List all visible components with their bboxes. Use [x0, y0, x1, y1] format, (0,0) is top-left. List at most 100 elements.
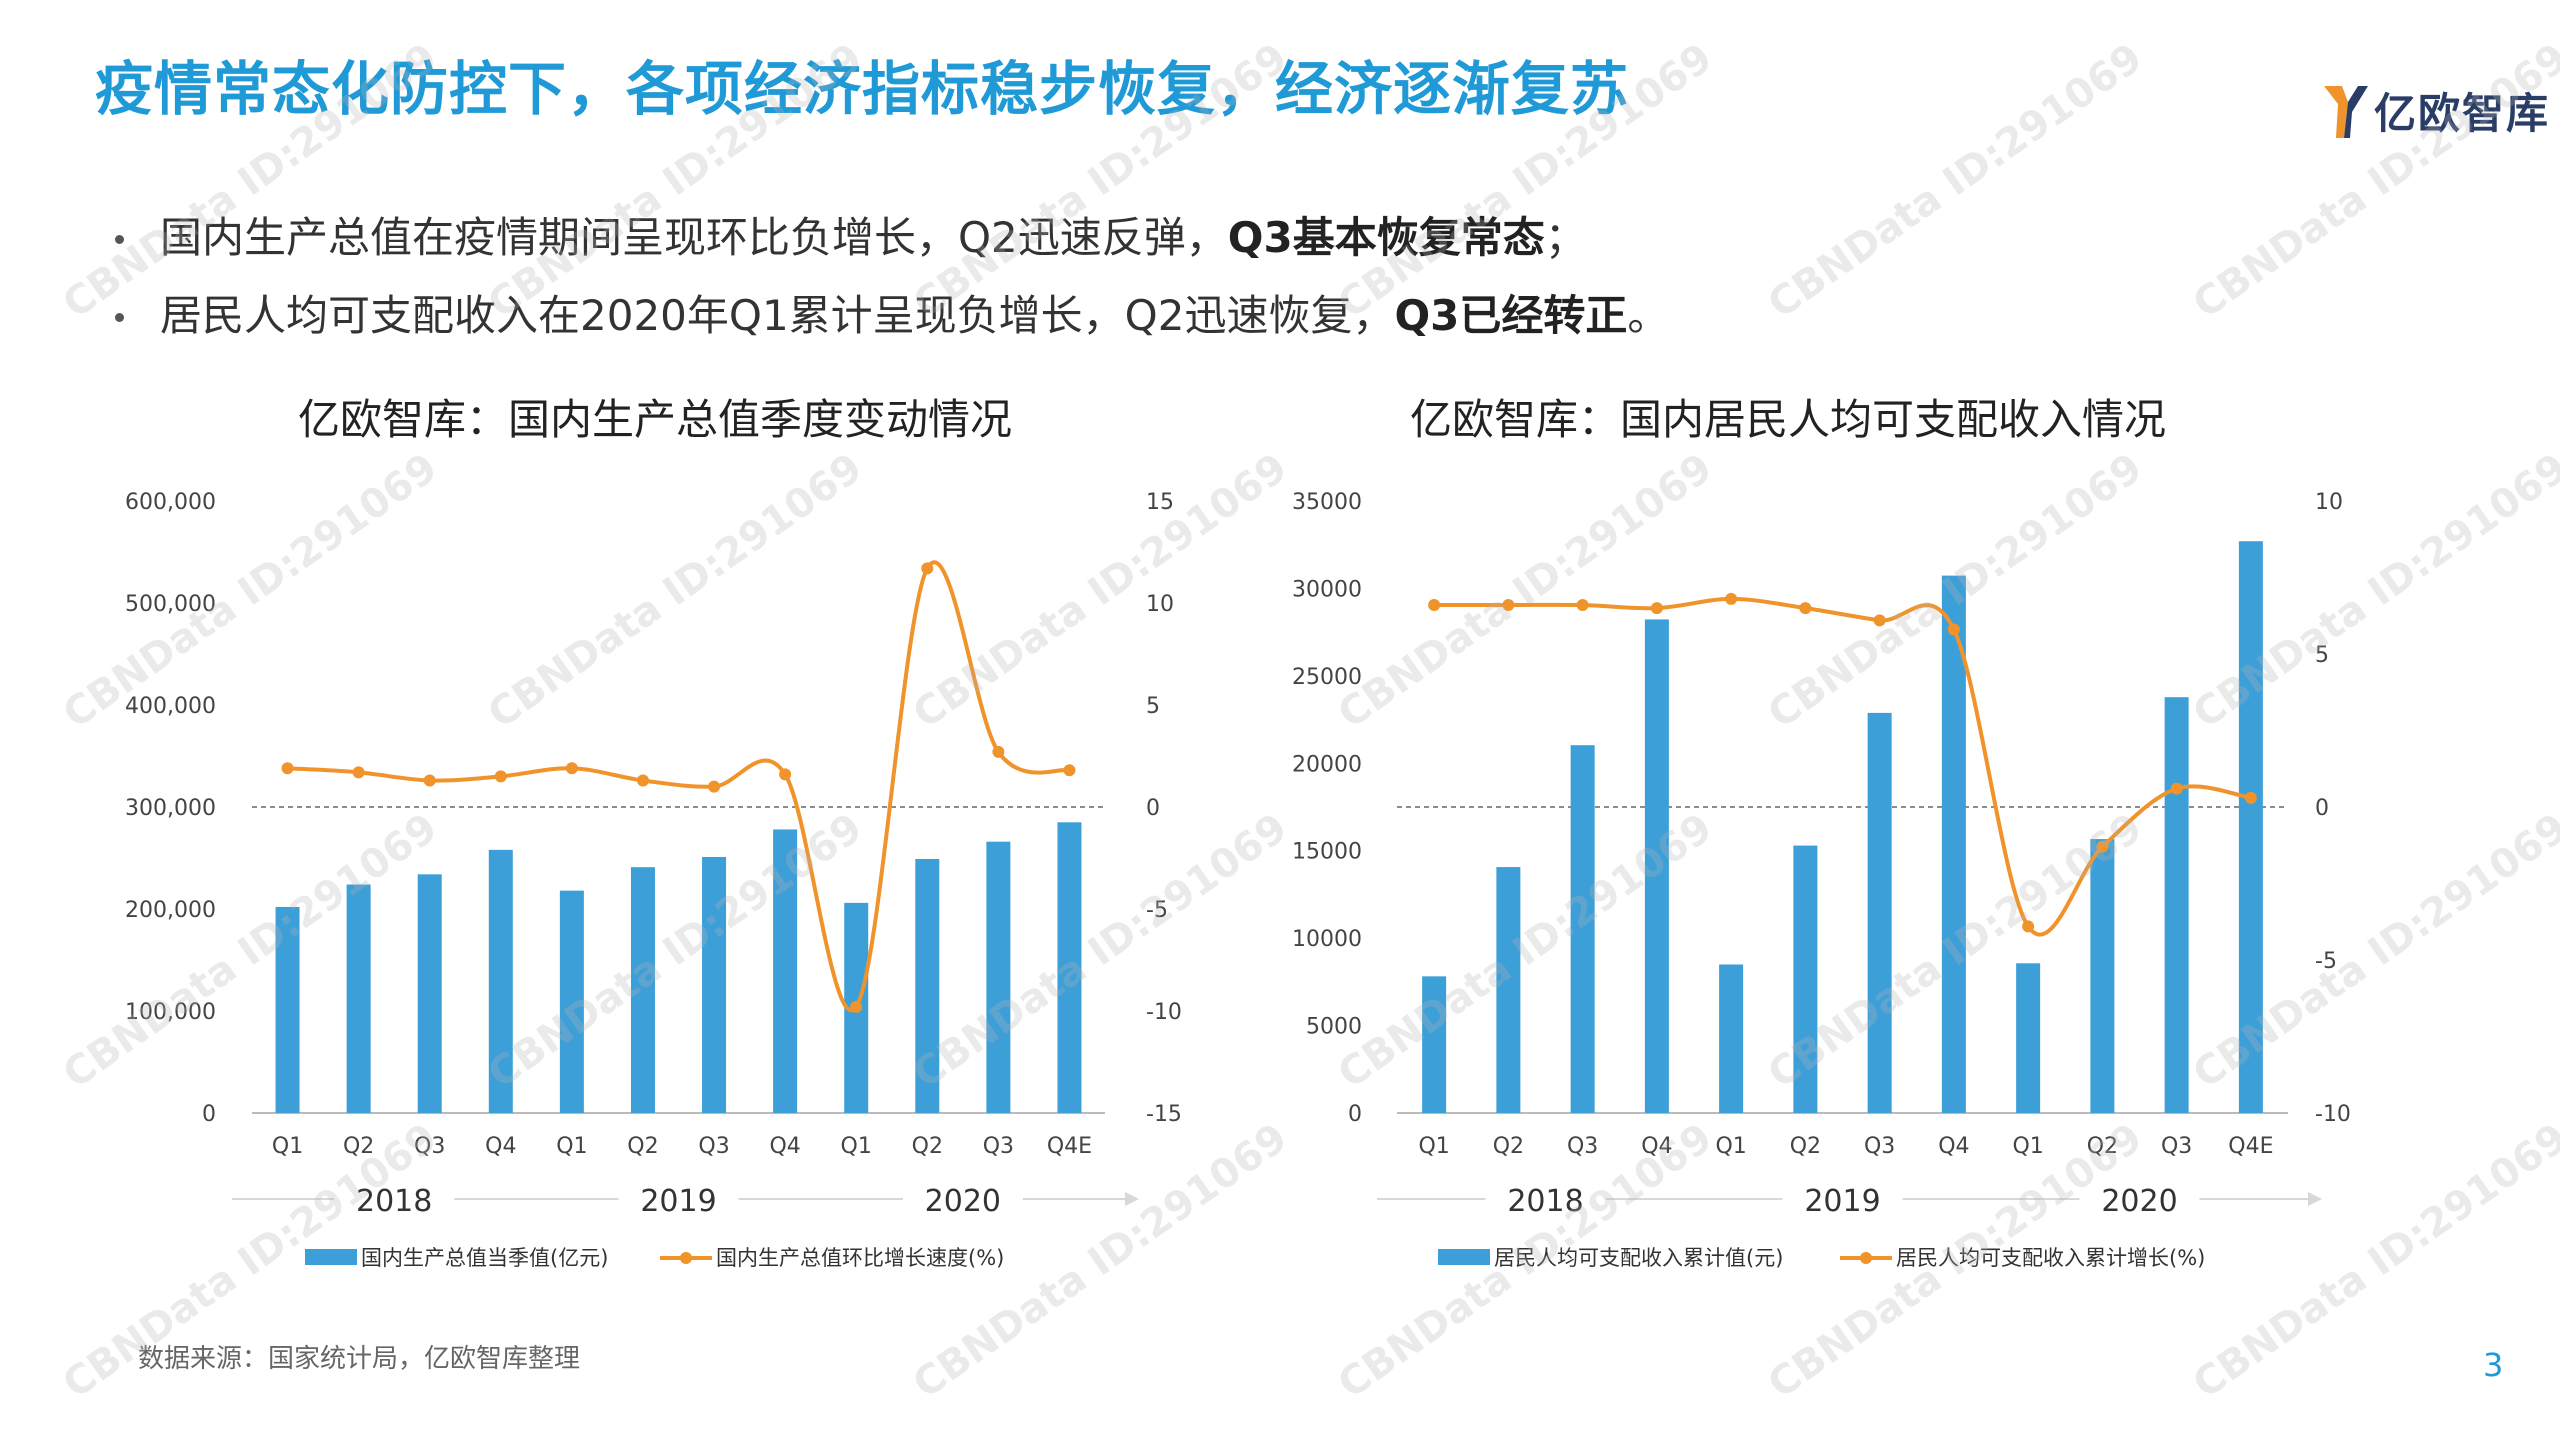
- bar: [630, 867, 655, 1113]
- line-point: [1428, 599, 1441, 612]
- watermark-text: CBNData ID:291069: [1760, 34, 2151, 328]
- x-tick-label: Q4: [1641, 1134, 1672, 1159]
- year-label: 2019: [1804, 1184, 1880, 1219]
- bullet-list: 国内生产总值在疫情期间呈现环比负增长，Q2迅速反弹，Q3基本恢复常态； 居民人均…: [110, 205, 1669, 361]
- year-axis-arrow: [2308, 1192, 2322, 1206]
- line-point: [281, 762, 294, 775]
- x-tick-label: Q4E: [2228, 1134, 2273, 1159]
- bar: [773, 829, 798, 1113]
- y-right-tick-label: 5: [1146, 694, 1160, 719]
- y-right-tick-label: 10: [1146, 592, 1174, 617]
- bar: [702, 856, 727, 1113]
- bar: [1793, 845, 1818, 1113]
- line-point: [565, 762, 578, 775]
- line-point: [2022, 920, 2035, 933]
- bullet-text: 国内生产总值在疫情期间呈现环比负增长，Q2迅速反弹，: [160, 213, 1228, 262]
- line-point: [423, 774, 436, 787]
- bullet-item: 居民人均可支配收入在2020年Q1累计呈现负增长，Q2迅速恢复，Q3已经转正。: [110, 283, 1669, 361]
- chart-title-income: 亿欧智库：国内居民人均可支配收入情况: [1410, 395, 2167, 444]
- y-left-tick-label: 0: [1348, 1102, 1362, 1127]
- y-left-tick-label: 25000: [1292, 665, 1362, 690]
- y-left-tick-label: 500,000: [125, 592, 216, 617]
- year-label-bg: [334, 1180, 455, 1220]
- x-tick-label: Q1: [841, 1134, 872, 1159]
- x-tick-label: Q2: [343, 1134, 374, 1159]
- line-point: [636, 774, 649, 787]
- y-left-tick-label: 200,000: [125, 898, 216, 923]
- year-label-bg: [902, 1180, 1023, 1220]
- gdp-chart: 0 100,000 200,000 300,000 400,000 500,000 600,…: [125, 490, 1182, 1270]
- x-tick-label: Q3: [2161, 1134, 2192, 1159]
- line-point: [779, 768, 792, 781]
- legend-line-label: 居民人均可支配收入累计增长(%): [1896, 1246, 2205, 1270]
- x-tick-label: Q1: [1715, 1134, 1746, 1159]
- page-number: 3: [2483, 1346, 2504, 1384]
- y-left-tick-label: 35000: [1292, 490, 1362, 515]
- line-point: [1063, 764, 1076, 777]
- line-point: [1650, 602, 1663, 615]
- legend-bar-label: 居民人均可支配收入累计值(元): [1494, 1246, 1783, 1270]
- x-tick-label: Q2: [627, 1134, 658, 1159]
- line-series: [287, 560, 1070, 1013]
- x-tick-label: Q1: [1418, 1134, 1449, 1159]
- x-tick-label: Q2: [1790, 1134, 1821, 1159]
- bullet-bold: Q3基本恢复常态: [1227, 213, 1545, 262]
- logo-text: 亿欧智库: [2374, 88, 2551, 138]
- line-point: [1502, 599, 1515, 612]
- bullet-bold: Q3已经转正: [1394, 291, 1628, 340]
- bullet-tail: ；: [1544, 213, 1587, 262]
- y-right-tick-label: 10: [2315, 490, 2343, 515]
- y-right-tick-label: 0: [1146, 796, 1160, 821]
- legend-bar-label: 国内生产总值当季值(亿元): [361, 1246, 608, 1270]
- line-point: [494, 770, 507, 783]
- x-tick-label: Q2: [2087, 1134, 2118, 1159]
- legend-bar-swatch: [1438, 1249, 1490, 1265]
- line-point: [708, 780, 721, 793]
- x-tick-label: Q3: [1864, 1134, 1895, 1159]
- bar: [2238, 541, 2263, 1113]
- x-tick-label: Q1: [556, 1134, 587, 1159]
- bar: [1941, 575, 1966, 1113]
- y-right-tick-label: -10: [1146, 1000, 1182, 1025]
- y-right-tick-label: 0: [2315, 796, 2329, 821]
- x-tick-label: Q2: [1493, 1134, 1524, 1159]
- bar: [986, 841, 1011, 1113]
- legend-line-marker: [680, 1252, 692, 1264]
- line-point: [1799, 602, 1812, 615]
- bullet-tail: 。: [1627, 291, 1670, 340]
- x-tick-label: Q4: [1938, 1134, 1969, 1159]
- y-right-tick-label: 5: [2315, 643, 2329, 668]
- line-point: [1725, 592, 1738, 605]
- y-left-tick-label: 5000: [1306, 1015, 1362, 1040]
- y-left-tick-label: 600,000: [125, 490, 216, 515]
- line-point: [352, 766, 365, 779]
- x-tick-label: Q3: [983, 1134, 1014, 1159]
- year-axis-arrow: [1125, 1192, 1139, 1206]
- year-label: 2020: [925, 1184, 1001, 1219]
- x-tick-label: Q4: [769, 1134, 800, 1159]
- legend-line-label: 国内生产总值环比增长速度(%): [716, 1246, 1004, 1270]
- bar: [1057, 822, 1082, 1113]
- brand-logo: 亿欧智库: [2322, 80, 2550, 140]
- bar: [559, 890, 584, 1113]
- year-label: 2019: [640, 1184, 716, 1219]
- y-right-tick-label: -10: [2315, 1102, 2351, 1127]
- x-tick-label: Q1: [2012, 1134, 2043, 1159]
- y-left-tick-label: 15000: [1292, 840, 1362, 865]
- line-point: [850, 1000, 863, 1013]
- y-left-tick-label: 30000: [1292, 577, 1362, 602]
- logo-icon: [2324, 86, 2368, 138]
- line-point: [2170, 782, 2183, 795]
- legend-bar-swatch: [305, 1249, 357, 1265]
- line-point: [921, 562, 934, 575]
- y-left-tick-label: 20000: [1292, 752, 1362, 777]
- year-label-bg: [1782, 1180, 1903, 1220]
- bar: [2016, 963, 2041, 1113]
- page-title: 疫情常态化防控下，各项经济指标稳步恢复，经济逐渐复苏: [95, 55, 1630, 123]
- year-label: 2018: [1507, 1184, 1583, 1219]
- bar: [2164, 697, 2189, 1113]
- x-tick-label: Q4: [485, 1134, 516, 1159]
- y-right-tick-label: -5: [2315, 949, 2337, 974]
- line-point: [2096, 840, 2109, 853]
- y-right-tick-label: -5: [1146, 898, 1168, 923]
